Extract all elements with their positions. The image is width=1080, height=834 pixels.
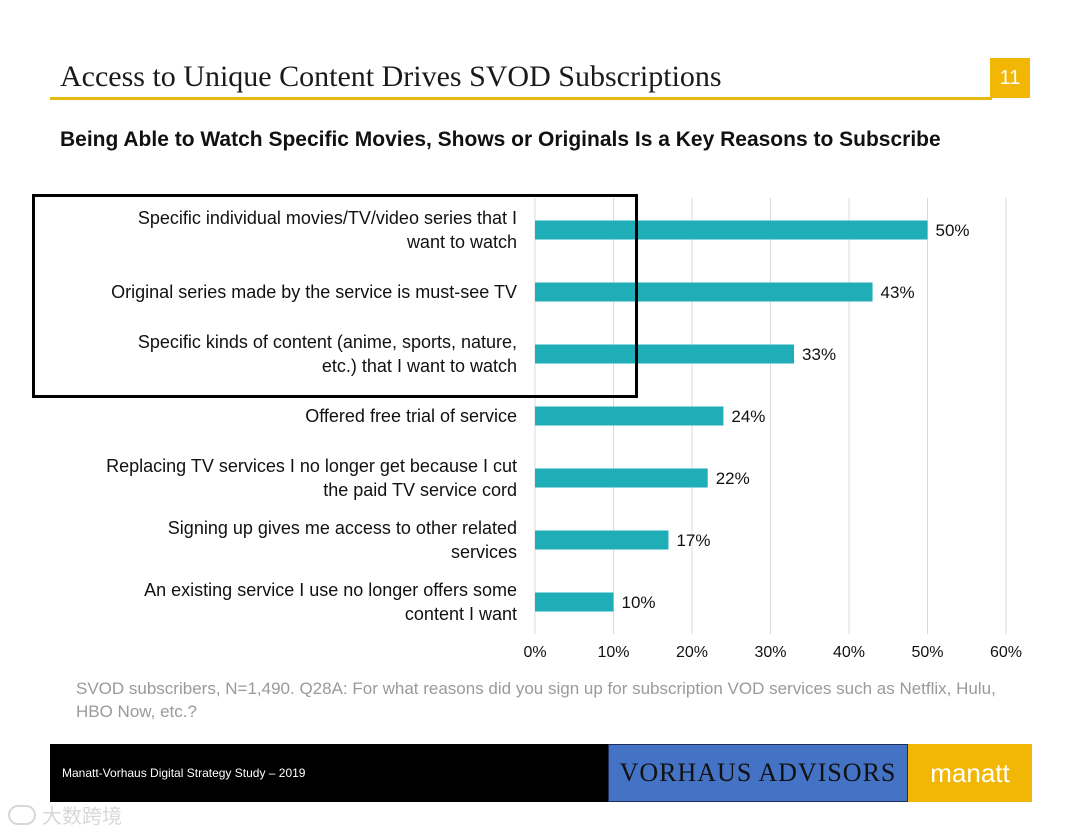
x-tick-label: 30% — [754, 644, 786, 661]
data-label: 33% — [802, 345, 836, 364]
watermark-icon — [8, 804, 36, 825]
bar — [535, 406, 724, 426]
title-divider — [50, 97, 992, 100]
bar — [535, 592, 614, 612]
category-label-line: want to watch — [406, 232, 517, 252]
watermark: 大数跨境 — [8, 800, 122, 829]
footer-bar: Manatt-Vorhaus Digital Strategy Study – … — [50, 744, 608, 802]
highlight-box — [32, 194, 638, 398]
category-label-line: content I want — [404, 604, 517, 624]
x-tick-label: 50% — [911, 644, 943, 661]
category-label-line: etc.) that I want to watch — [321, 356, 517, 376]
chart-subtitle: Being Able to Watch Specific Movies, Sho… — [60, 128, 941, 151]
category-label-line: Specific kinds of content (anime, sports… — [137, 332, 517, 352]
category-label-line: Specific individual movies/TV/video seri… — [137, 208, 517, 228]
x-tick-label: 40% — [833, 644, 865, 661]
page-number-badge: 11 — [990, 58, 1030, 98]
category-label: Specific kinds of content (anime, sports… — [37, 330, 517, 378]
x-tick-label: 60% — [990, 644, 1022, 661]
bar-chart: 0% 10% 20% 30% 40% 50% 60% 50% 43% 33% 24% 22% 17% 10… — [523, 198, 1022, 661]
category-label: An existing service I use no longer offe… — [37, 578, 517, 626]
bar — [535, 468, 708, 488]
bar — [535, 530, 669, 550]
x-tick-label: 20% — [676, 644, 708, 661]
x-tick-label: 10% — [597, 644, 629, 661]
bar — [535, 344, 795, 364]
category-label-line: Original series made by the service is m… — [111, 282, 517, 302]
footnote: SVOD subscribers, N=1,490. Q28A: For wha… — [76, 679, 996, 721]
slide-title: Access to Unique Content Drives SVOD Sub… — [60, 60, 722, 93]
category-label-line: Signing up gives me access to other rela… — [167, 518, 517, 538]
data-label: 24% — [731, 407, 765, 426]
bar — [535, 282, 873, 302]
category-label-line: An existing service I use no longer offe… — [144, 580, 517, 600]
watermark-text: 大数跨境 — [42, 806, 122, 828]
footer-study-label: Manatt-Vorhaus Digital Strategy Study – … — [62, 766, 306, 780]
category-label-line: services — [450, 542, 517, 562]
data-label: 17% — [676, 531, 710, 550]
bar — [535, 220, 928, 240]
data-label: 43% — [881, 283, 915, 302]
vorhaus-advisors-logo: VORHAUS ADVISORS — [608, 744, 908, 802]
category-label: Offered free trial of service — [37, 404, 517, 428]
category-label-line: Offered free trial of service — [305, 406, 517, 426]
category-label: Replacing TV services I no longer get be… — [37, 454, 517, 502]
x-tick-label: 0% — [523, 644, 546, 661]
data-label: 50% — [936, 221, 970, 240]
data-label: 22% — [716, 469, 750, 488]
category-label: Specific individual movies/TV/video seri… — [37, 206, 517, 254]
category-label-line: the paid TV service cord — [323, 480, 517, 500]
category-label-line: Replacing TV services I no longer get be… — [106, 456, 517, 476]
category-label: Signing up gives me access to other rela… — [37, 516, 517, 564]
manatt-logo: manatt — [908, 744, 1032, 802]
category-label: Original series made by the service is m… — [37, 280, 517, 304]
data-label: 10% — [622, 593, 656, 612]
